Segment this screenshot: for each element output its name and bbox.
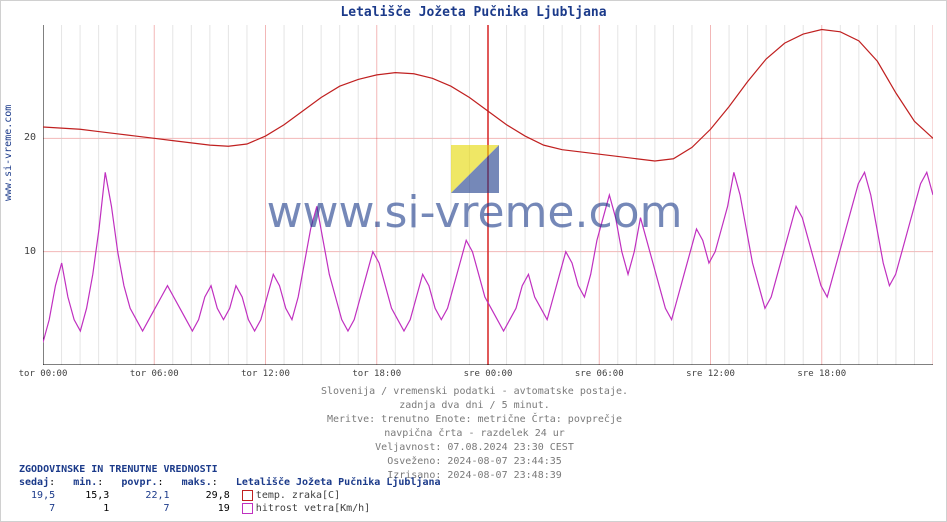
- legend-label-wind: hitrost vetra[Km/h]: [256, 503, 370, 514]
- y-tick-label: 20: [8, 132, 36, 143]
- footer-line: Slovenija / vremenski podatki - avtomats…: [321, 386, 628, 397]
- footer-line: Veljavnost: 07.08.2024 23:30 CEST: [375, 442, 574, 453]
- x-tick-label: sre 18:00: [797, 369, 846, 379]
- y-tick-label: 10: [8, 246, 36, 257]
- stats-col-headers: sedaj: min.: povpr.: maks.: Letališče Jo…: [19, 476, 441, 489]
- x-tick-label: sre 12:00: [686, 369, 735, 379]
- x-tick-label: tor 00:00: [19, 369, 68, 379]
- stats-row-temp: 19,5 15,3 22,1 29,8 temp. zraka[C]: [19, 489, 441, 502]
- legend-swatch-temp: [242, 490, 253, 501]
- x-tick-label: sre 00:00: [464, 369, 513, 379]
- plot-area: [43, 25, 933, 365]
- x-axis-labels: tor 00:00tor 06:00tor 12:00tor 18:00sre …: [43, 369, 933, 383]
- x-tick-label: tor 18:00: [352, 369, 401, 379]
- stats-header: ZGODOVINSKE IN TRENUTNE VREDNOSTI: [19, 463, 441, 476]
- y-axis-watermark: www.si-vreme.com: [3, 105, 14, 201]
- x-tick-label: sre 06:00: [575, 369, 624, 379]
- x-tick-label: tor 12:00: [241, 369, 290, 379]
- legend-label-temp: temp. zraka[C]: [256, 490, 340, 501]
- footer-line: Meritve: trenutno Enote: metrične Črta: …: [327, 414, 622, 425]
- chart-title: Letališče Jožeta Pučnika Ljubljana: [1, 1, 946, 20]
- footer-line: navpična črta - razdelek 24 ur: [384, 428, 565, 439]
- chart-container: Letališče Jožeta Pučnika Ljubljana www.s…: [0, 0, 947, 522]
- x-tick-label: tor 06:00: [130, 369, 179, 379]
- stats-block: ZGODOVINSKE IN TRENUTNE VREDNOSTI sedaj:…: [19, 463, 441, 515]
- stats-row-wind: 7 1 7 19 hitrost vetra[Km/h]: [19, 502, 441, 515]
- legend-swatch-wind: [242, 503, 253, 514]
- footer-line: zadnja dva dni / 5 minut.: [399, 400, 550, 411]
